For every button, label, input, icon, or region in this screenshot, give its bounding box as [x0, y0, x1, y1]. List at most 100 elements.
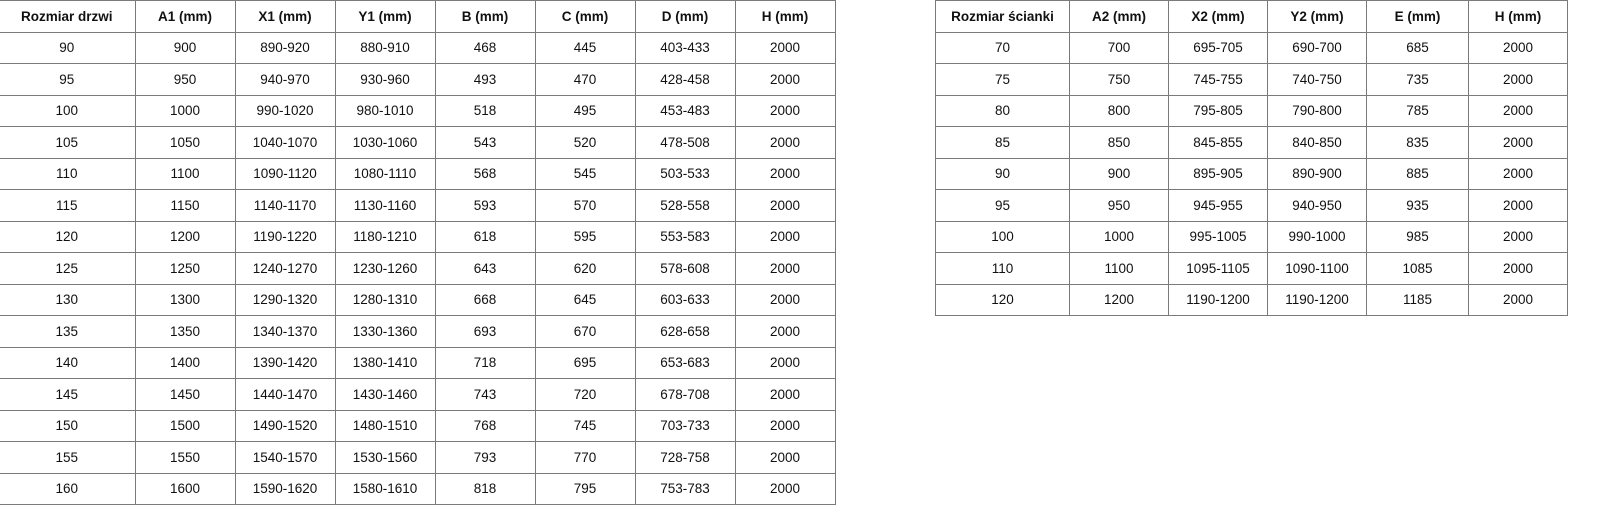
table-cell: 75	[935, 63, 1070, 96]
table-cell: 950	[134, 63, 236, 96]
table-cell: 95	[0, 63, 136, 96]
table-cell: 2000	[734, 220, 836, 253]
table-cell: 2000	[1468, 189, 1568, 222]
table-cell: 645	[534, 283, 636, 316]
table-cell: 753-783	[634, 472, 736, 505]
table-cell: 995-1005	[1168, 220, 1268, 253]
table-cell: 668	[434, 283, 536, 316]
table-cell: 990-1020	[234, 94, 336, 127]
table-cell: 2000	[734, 346, 836, 379]
table-cell: 790-800	[1267, 94, 1367, 127]
table-cell: 595	[534, 220, 636, 253]
table-cell: 155	[0, 441, 136, 474]
table-cell: 945-955	[1168, 189, 1268, 222]
column-header: Y2 (mm)	[1267, 0, 1367, 33]
table-cell: 70	[935, 31, 1070, 64]
table-row: 110 1100 1095-1105 1090-1100 1085 2000	[935, 252, 1568, 285]
column-header: Rozmiar ścianki	[935, 0, 1070, 33]
column-header: Rozmiar drzwi	[0, 0, 136, 33]
table-cell: 1150	[134, 189, 236, 222]
table-cell: 935	[1366, 189, 1469, 222]
table-cell: 110	[0, 157, 136, 190]
column-header: A1 (mm)	[134, 0, 236, 33]
table-row: 155 1550 1540-1570 1530-1560 793 770 728-758 20…	[0, 441, 836, 474]
table-cell: 703-733	[634, 409, 736, 442]
table-cell: 1330-1360	[334, 315, 436, 348]
table-cell: 140	[0, 346, 136, 379]
table-cell: 2000	[734, 283, 836, 316]
table-cell: 120	[0, 220, 136, 253]
table-cell: 685	[1366, 31, 1469, 64]
table-cell: 890-920	[234, 31, 336, 64]
table-cell: 735	[1366, 63, 1469, 96]
table-row: 125 1250 1240-1270 1230-1260 643 620 578-608 20…	[0, 252, 836, 285]
table-cell: 493	[434, 63, 536, 96]
table-cell: 618	[434, 220, 536, 253]
table-row: 90 900 890-920 880-910 468 445 403-433 2000	[0, 31, 836, 64]
wall-size-table: Rozmiar ścianki A2 (mm) X2 (mm) Y2 (mm) E (m…	[935, 0, 1568, 316]
table-cell: 2000	[734, 378, 836, 411]
table-row: 130 1300 1290-1320 1280-1310 668 645 603-633 20…	[0, 283, 836, 316]
table-cell: 1100	[1069, 252, 1169, 285]
table-cell: 643	[434, 252, 536, 285]
table-cell: 115	[0, 189, 136, 222]
column-header: C (mm)	[534, 0, 636, 33]
table-cell: 445	[534, 31, 636, 64]
table-cell: 95	[935, 189, 1070, 222]
table-cell: 1280-1310	[334, 283, 436, 316]
table-cell: 1350	[134, 315, 236, 348]
table-cell: 2000	[734, 409, 836, 442]
table-row: 120 1200 1190-1200 1190-1200 1185 2000	[935, 283, 1568, 316]
table-row: 90 900 895-905 890-900 885 2000	[935, 157, 1568, 190]
table-cell: 785	[1366, 94, 1469, 127]
table-cell: 1450	[134, 378, 236, 411]
table-cell: 1300	[134, 283, 236, 316]
table-cell: 818	[434, 472, 536, 505]
table-cell: 1400	[134, 346, 236, 379]
table-cell: 110	[935, 252, 1070, 285]
table-row: 120 1200 1190-1220 1180-1210 618 595 553-583 20…	[0, 220, 836, 253]
table-header-row: Rozmiar drzwi A1 (mm) X1 (mm) Y1 (mm) B (mm)…	[0, 0, 836, 33]
table-cell: 528-558	[634, 189, 736, 222]
table-cell: 740-750	[1267, 63, 1367, 96]
table-row: 150 1500 1490-1520 1480-1510 768 745 703-733 20…	[0, 409, 836, 442]
table-cell: 885	[1366, 157, 1469, 190]
table-cell: 150	[0, 409, 136, 442]
table-cell: 1000	[1069, 220, 1169, 253]
door-size-table: Rozmiar drzwi A1 (mm) X1 (mm) Y1 (mm) B (mm)…	[0, 0, 836, 505]
table-cell: 1340-1370	[234, 315, 336, 348]
table-cell: 1490-1520	[234, 409, 336, 442]
table-cell: 1590-1620	[234, 472, 336, 505]
table-cell: 2000	[1468, 157, 1568, 190]
table-cell: 1380-1410	[334, 346, 436, 379]
table-cell: 428-458	[634, 63, 736, 96]
table-row: 135 1350 1340-1370 1330-1360 693 670 628-658 20…	[0, 315, 836, 348]
table-cell: 518	[434, 94, 536, 127]
column-header: D (mm)	[634, 0, 736, 33]
table-row: 85 850 845-855 840-850 835 2000	[935, 126, 1568, 159]
table-cell: 1130-1160	[334, 189, 436, 222]
column-header: H (mm)	[734, 0, 836, 33]
table-cell: 900	[1069, 157, 1169, 190]
table-row: 100 1000 990-1020 980-1010 518 495 453-483 2000	[0, 94, 836, 127]
table-cell: 1140-1170	[234, 189, 336, 222]
table-cell: 100	[935, 220, 1070, 253]
table-cell: 795-805	[1168, 94, 1268, 127]
table-cell: 1480-1510	[334, 409, 436, 442]
table-cell: 695	[534, 346, 636, 379]
table-cell: 543	[434, 126, 536, 159]
table-cell: 620	[534, 252, 636, 285]
table-cell: 1600	[134, 472, 236, 505]
table-cell: 1240-1270	[234, 252, 336, 285]
table-cell: 768	[434, 409, 536, 442]
column-header: B (mm)	[434, 0, 536, 33]
table-cell: 800	[1069, 94, 1169, 127]
table-row: 95 950 940-970 930-960 493 470 428-458 2000	[0, 63, 836, 96]
table-cell: 553-583	[634, 220, 736, 253]
table-cell: 2000	[1468, 252, 1568, 285]
table-cell: 985	[1366, 220, 1469, 253]
table-cell: 718	[434, 346, 536, 379]
table-cell: 578-608	[634, 252, 736, 285]
table-cell: 85	[935, 126, 1070, 159]
table-cell: 980-1010	[334, 94, 436, 127]
